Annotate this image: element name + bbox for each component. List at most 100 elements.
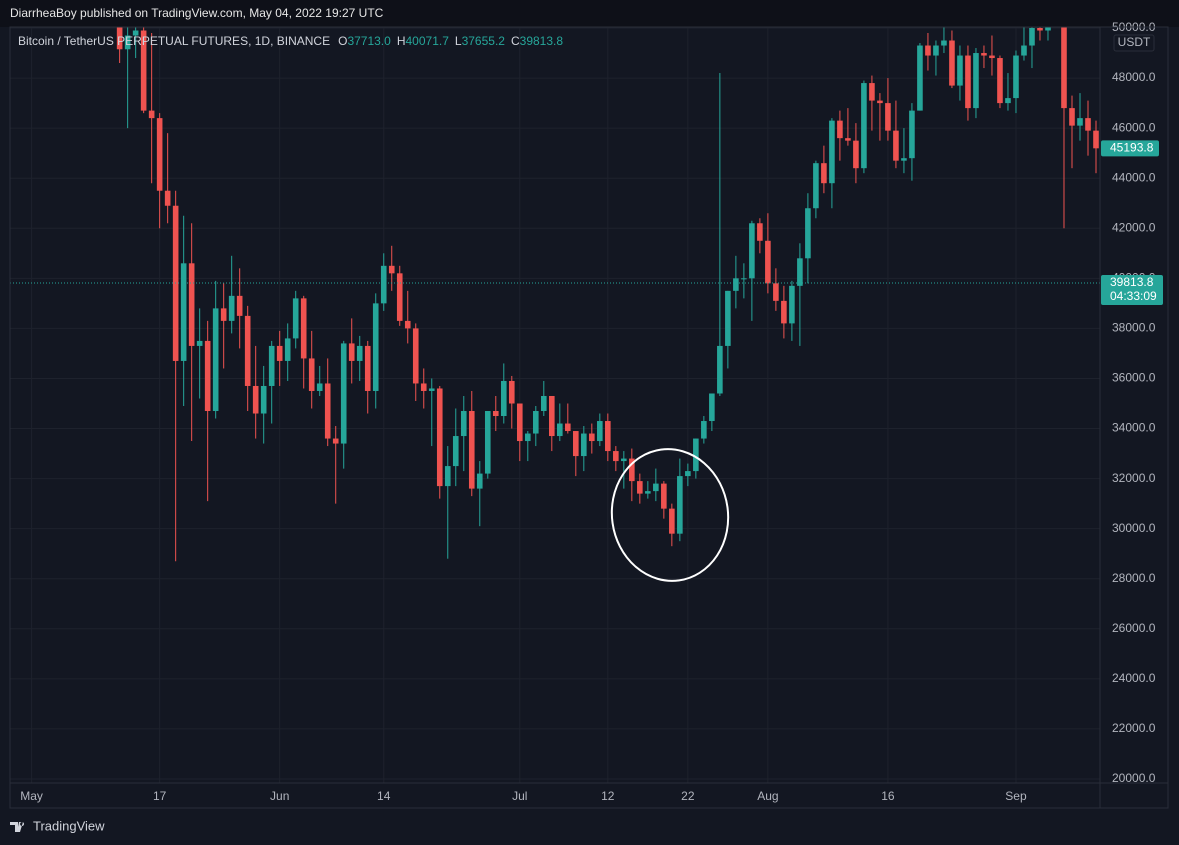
top-bar xyxy=(0,0,1179,27)
candle-body xyxy=(268,345,275,386)
candle-body xyxy=(196,340,203,346)
candle-body xyxy=(156,118,163,191)
candle-body xyxy=(412,328,419,384)
candle-body xyxy=(997,58,1003,104)
candle-body xyxy=(1077,118,1083,126)
axes: 20000.0 22000.0 24000.0 26000.0 28000.0 30000… xyxy=(20,20,1163,803)
candle-body xyxy=(877,100,883,104)
candle-body xyxy=(428,388,435,391)
candle-body xyxy=(132,30,139,36)
candle-body xyxy=(332,438,339,444)
candle-body xyxy=(540,395,547,412)
candle-body xyxy=(765,240,771,284)
candle-body xyxy=(885,103,891,131)
candle-body xyxy=(324,383,331,439)
candle-body xyxy=(789,285,795,324)
candle-body xyxy=(372,303,379,391)
candle-body xyxy=(1021,45,1027,56)
x-tick-label: May xyxy=(20,789,43,803)
currency-box xyxy=(1113,34,1155,52)
candle-body xyxy=(893,130,899,161)
candle-body xyxy=(148,110,155,119)
y-tick-label: 24000.0 xyxy=(1112,671,1156,685)
candle-body xyxy=(957,55,963,86)
candle-body xyxy=(589,433,595,442)
brand: TradingView xyxy=(33,818,105,833)
countdown: 04:33:09 xyxy=(1110,289,1157,303)
candle-body xyxy=(797,258,803,286)
candle-body xyxy=(180,263,187,361)
candle-body xyxy=(685,471,691,477)
y-tick-label: 32000.0 xyxy=(1112,471,1156,485)
symbol-header: Bitcoin / TetherUS PERPETUAL FUTURES, 1D… xyxy=(18,34,563,48)
frame xyxy=(9,26,1169,809)
candle-body xyxy=(605,421,611,452)
candle-body xyxy=(653,483,659,492)
y-tick-label: 28000.0 xyxy=(1112,571,1156,585)
x-tick-label: Jul xyxy=(512,789,527,803)
x-tick-label: 22 xyxy=(681,789,695,803)
candle-body xyxy=(925,45,931,56)
candle-body xyxy=(244,315,251,386)
candle-body xyxy=(500,380,507,417)
candle-body xyxy=(524,433,531,442)
candle-body xyxy=(548,395,555,437)
x-tick-label: Jun xyxy=(270,789,289,803)
x-tick-label: 17 xyxy=(153,789,167,803)
annotation-circle xyxy=(610,448,730,582)
x-tick-label: 14 xyxy=(377,789,391,803)
candle-body xyxy=(508,380,515,404)
candle-body xyxy=(1093,130,1099,149)
candle-body xyxy=(188,263,195,346)
candle-body xyxy=(949,40,955,86)
ohlc-value: 37713.0 xyxy=(347,34,391,48)
candle-body xyxy=(717,345,723,394)
candle-body xyxy=(532,411,539,434)
candle-body xyxy=(677,476,683,534)
last-price-box xyxy=(1101,274,1163,305)
time-axis xyxy=(10,783,1100,808)
candle-body xyxy=(781,300,787,324)
candle-body xyxy=(340,343,347,444)
candle-body xyxy=(909,110,915,159)
last-price-label: 39813.8 xyxy=(1110,275,1154,289)
candle-body xyxy=(813,163,819,209)
candle-body xyxy=(1061,27,1067,109)
x-tick-label: Aug xyxy=(757,789,778,803)
x-tick-label: Sep xyxy=(1005,789,1027,803)
candle-body xyxy=(637,481,643,494)
candle-body xyxy=(388,265,395,274)
y-tick-label: 36000.0 xyxy=(1112,371,1156,385)
candle-body xyxy=(861,83,867,169)
ohlc-label: C xyxy=(511,34,520,48)
candle-body xyxy=(228,295,235,321)
plot-area xyxy=(10,27,1100,562)
candle-body xyxy=(821,163,827,184)
y-tick-label: 26000.0 xyxy=(1112,621,1156,635)
candle-body xyxy=(436,388,443,487)
candle-body xyxy=(725,290,731,346)
candle-body xyxy=(693,438,699,472)
candle-body xyxy=(1045,27,1051,31)
candle-body xyxy=(757,223,763,241)
candle-body xyxy=(492,411,499,417)
y-tick-label: 22000.0 xyxy=(1112,721,1156,735)
candle-body xyxy=(460,411,467,437)
x-tick-label: 12 xyxy=(601,789,615,803)
candle-body xyxy=(965,55,971,109)
candle-body xyxy=(645,491,651,494)
candle-body xyxy=(212,308,219,412)
published-line: DiarrheaBoy published on TradingView.com… xyxy=(10,6,384,20)
candle-body xyxy=(124,35,131,50)
candle-body xyxy=(1005,98,1011,104)
y-tick-label: 44000.0 xyxy=(1112,170,1156,184)
candle-body xyxy=(164,190,171,206)
candle-body xyxy=(1085,118,1091,131)
candle-body xyxy=(701,421,707,439)
candle-body xyxy=(308,358,315,391)
ohlc-label: L xyxy=(455,34,462,48)
candle-body xyxy=(356,345,363,361)
candle-body xyxy=(1013,55,1019,99)
